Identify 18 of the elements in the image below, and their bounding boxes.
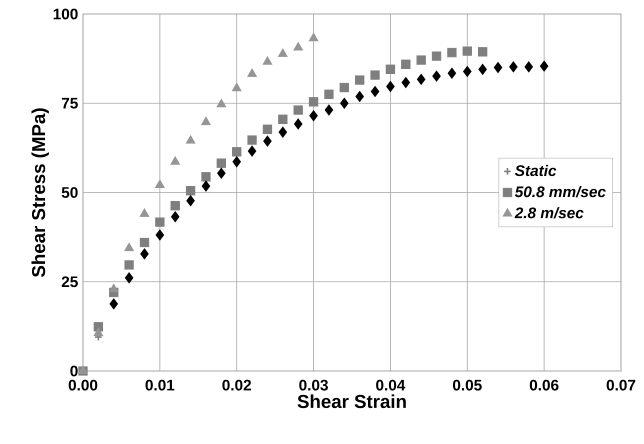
x-tick-label: 0.01 [146, 380, 174, 391]
x-tick-label: 0.04 [376, 380, 406, 391]
x-tick-label: 0.02 [222, 380, 252, 391]
y-tick-label: 50 [62, 187, 78, 198]
x-tick-label: 0.06 [530, 380, 558, 391]
x-tick-label: 0.07 [606, 380, 636, 391]
y-axis-title: Shear Stress (MPa) [31, 108, 49, 278]
x-axis-title: Shear Strain [298, 394, 406, 408]
x-tick-label: 0.03 [299, 380, 328, 391]
x-tick-label: 0.05 [452, 380, 482, 391]
y-tick-label: 0 [70, 366, 78, 376]
legend-label: 50.8 mm/sec [514, 186, 606, 198]
legend-label: Static [514, 164, 556, 176]
y-tick-label: 100 [54, 8, 78, 20]
x-tick-label: 0.00 [68, 380, 98, 391]
legend-label: 2.8 m/sec [514, 207, 584, 218]
y-tick-label: 75 [62, 98, 78, 109]
y-tick-label: 25 [62, 276, 78, 288]
